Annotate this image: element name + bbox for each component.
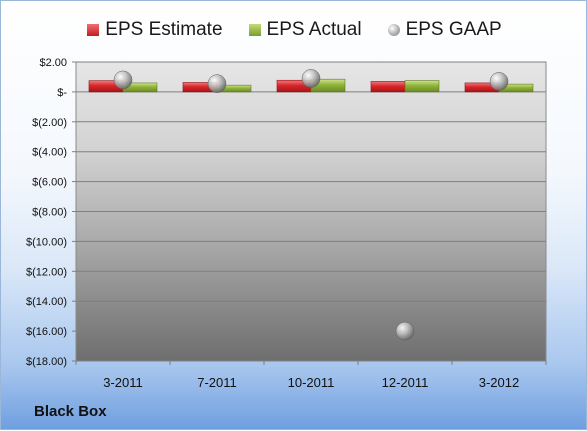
point-eps-gaap bbox=[395, 321, 415, 341]
bars bbox=[88, 78, 534, 93]
y-tick-label: $(10.00) bbox=[26, 236, 67, 248]
x-tick-label: 12-2011 bbox=[382, 375, 429, 390]
point-eps-gaap bbox=[207, 74, 227, 93]
point-eps-gaap bbox=[489, 72, 509, 91]
x-tick-label: 10-2011 bbox=[288, 375, 335, 390]
legend-item-eps-estimate: EPS Estimate bbox=[87, 19, 223, 41]
y-tick-label: $(12.00) bbox=[26, 266, 67, 278]
y-tick-label: $(14.00) bbox=[26, 296, 67, 308]
legend-swatch-eps-actual bbox=[248, 24, 261, 36]
point-eps-gaap bbox=[113, 70, 133, 90]
legend-swatch-eps-estimate bbox=[87, 24, 100, 36]
y-tick-label: $(2.00) bbox=[32, 117, 67, 129]
company-name: Black Box bbox=[34, 403, 107, 420]
x-axis-ticks: 3-2011 7-2011 10-2011 12-2011 3-2012 bbox=[75, 361, 547, 390]
legend-label-eps-gaap: EPS GAAP bbox=[405, 19, 502, 40]
legend-label-eps-actual: EPS Actual bbox=[266, 19, 362, 40]
gridlines bbox=[76, 61, 546, 362]
legend: EPS Estimate EPS Actual EPS GAAP bbox=[1, 15, 587, 45]
x-tick-label: 3-2012 bbox=[479, 375, 519, 390]
y-tick-label: $(6.00) bbox=[32, 177, 67, 189]
bar-eps-actual bbox=[404, 80, 440, 93]
point-eps-gaap bbox=[301, 69, 321, 88]
x-tick-label: 7-2011 bbox=[197, 375, 237, 390]
legend-item-eps-actual: EPS Actual bbox=[248, 19, 362, 41]
y-tick-label: $(4.00) bbox=[32, 147, 67, 159]
legend-label-eps-estimate: EPS Estimate bbox=[105, 19, 223, 40]
y-tick-label: $2.00 bbox=[39, 57, 67, 69]
legend-swatch-eps-gaap bbox=[387, 24, 400, 36]
y-tick-label: $(8.00) bbox=[32, 207, 67, 219]
y-tick-label: $(18.00) bbox=[26, 356, 67, 368]
y-axis-ticks: $2.00 $- $(2.00) $(4.00) $(6.00) $(8.00) $(10.… bbox=[26, 57, 76, 368]
x-tick-label: 3-2011 bbox=[103, 375, 143, 390]
bar-eps-estimate bbox=[370, 81, 406, 93]
gaap-points bbox=[113, 69, 509, 341]
y-tick-label: $- bbox=[57, 87, 67, 99]
legend-item-eps-gaap: EPS GAAP bbox=[387, 19, 502, 41]
y-tick-label: $(16.00) bbox=[26, 326, 67, 338]
